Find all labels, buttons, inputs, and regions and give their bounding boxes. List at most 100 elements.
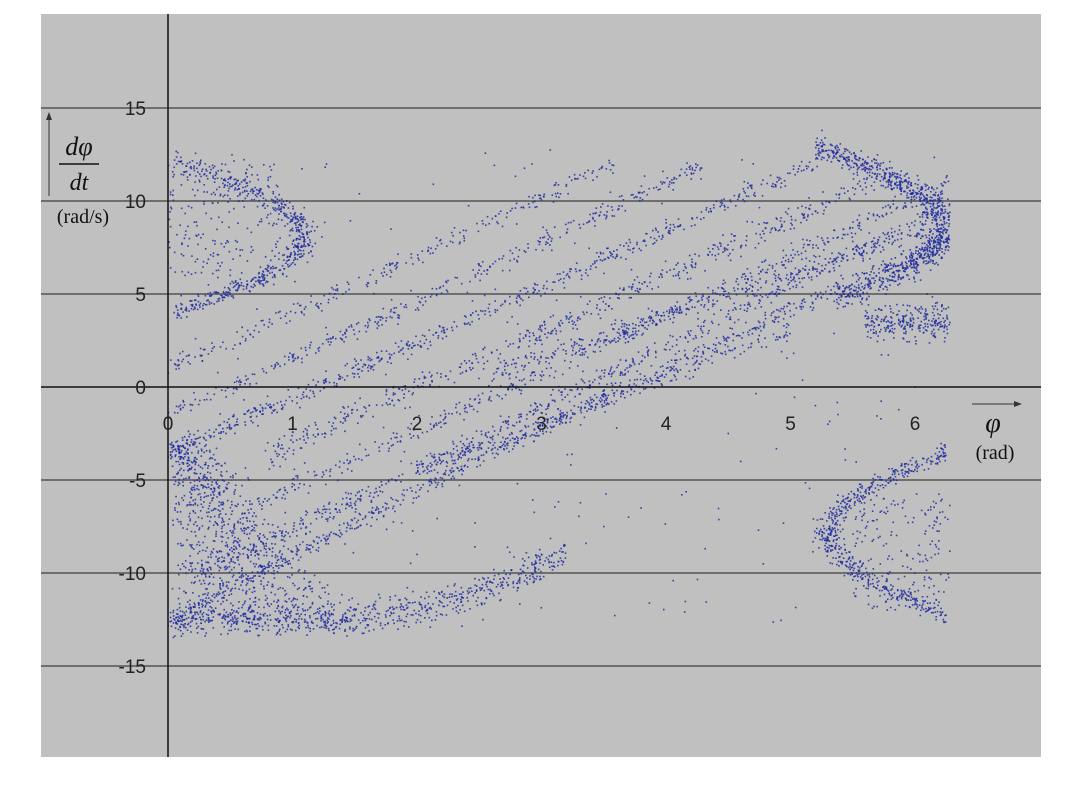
data-point	[352, 329, 355, 331]
data-point	[178, 449, 181, 451]
data-point	[777, 309, 780, 312]
data-point	[910, 201, 912, 204]
data-point	[292, 303, 295, 305]
data-point	[648, 187, 650, 190]
data-point	[689, 165, 692, 167]
data-point	[914, 235, 916, 237]
data-point	[528, 410, 531, 413]
data-point	[451, 326, 453, 329]
data-point	[506, 427, 509, 429]
data-point	[600, 401, 602, 403]
data-point	[234, 423, 237, 426]
data-point	[461, 447, 463, 449]
data-point	[202, 487, 204, 489]
data-point	[421, 606, 423, 609]
data-point	[469, 405, 471, 408]
data-point	[457, 458, 459, 461]
data-point	[453, 584, 455, 587]
data-point	[569, 311, 572, 314]
data-point	[579, 354, 581, 356]
data-point	[367, 324, 370, 327]
data-point	[737, 198, 739, 201]
data-point	[193, 433, 195, 436]
data-point	[703, 306, 705, 308]
data-point	[669, 181, 671, 183]
data-point	[580, 278, 583, 281]
data-point	[357, 519, 359, 522]
data-point	[416, 484, 419, 486]
data-point	[487, 307, 490, 310]
data-point	[424, 300, 427, 303]
data-point	[820, 297, 823, 299]
data-point	[237, 559, 239, 561]
data-point	[611, 253, 613, 256]
data-point	[555, 332, 557, 335]
data-point	[673, 226, 676, 228]
data-point	[794, 219, 797, 222]
data-point	[206, 561, 209, 564]
data-point	[233, 545, 235, 547]
data-point	[215, 535, 217, 537]
data-point	[536, 406, 539, 408]
data-point	[830, 289, 832, 291]
data-point	[292, 528, 295, 530]
data-point	[658, 318, 661, 321]
data-point	[872, 213, 875, 215]
data-point	[195, 611, 197, 613]
data-point	[829, 293, 832, 295]
data-point	[452, 453, 455, 455]
data-point	[568, 275, 570, 278]
data-point	[491, 217, 494, 220]
data-point	[267, 563, 269, 566]
data-point	[443, 329, 445, 331]
data-point	[217, 560, 220, 562]
data-point	[365, 454, 368, 457]
data-point	[346, 522, 349, 524]
data-point	[669, 269, 671, 271]
data-point	[441, 337, 444, 340]
data-point	[262, 523, 264, 525]
data-point	[254, 600, 257, 603]
data-point	[277, 599, 280, 602]
data-point	[444, 375, 447, 377]
data-point	[325, 381, 327, 383]
data-point	[205, 449, 208, 452]
data-point	[501, 257, 504, 260]
data-point	[627, 385, 630, 387]
data-point	[316, 617, 319, 620]
data-point	[419, 301, 422, 304]
data-point	[626, 367, 628, 369]
data-point	[291, 478, 294, 481]
data-point	[901, 261, 903, 264]
data-point	[592, 170, 594, 172]
data-point	[686, 174, 688, 176]
data-point	[793, 302, 795, 305]
data-point	[684, 353, 687, 356]
data-point	[846, 259, 849, 261]
data-point	[206, 546, 208, 549]
data-point	[332, 336, 334, 338]
data-point	[683, 228, 685, 231]
data-point	[439, 239, 441, 242]
data-point	[440, 461, 443, 463]
data-point	[277, 363, 280, 365]
data-point	[382, 515, 385, 518]
data-point	[193, 484, 196, 487]
data-point	[201, 613, 203, 616]
data-point	[783, 310, 786, 313]
data-point	[396, 441, 399, 443]
data-point	[705, 207, 708, 209]
data-point	[205, 604, 207, 607]
data-point	[451, 413, 453, 415]
data-point	[184, 560, 187, 562]
data-point	[583, 348, 585, 350]
data-point	[882, 260, 884, 263]
data-point	[192, 592, 194, 594]
data-point	[510, 431, 513, 434]
data-point	[642, 332, 644, 335]
data-point	[168, 416, 171, 419]
data-point	[598, 382, 601, 385]
data-point	[369, 319, 371, 322]
data-point	[250, 554, 252, 556]
data-point	[181, 436, 184, 439]
